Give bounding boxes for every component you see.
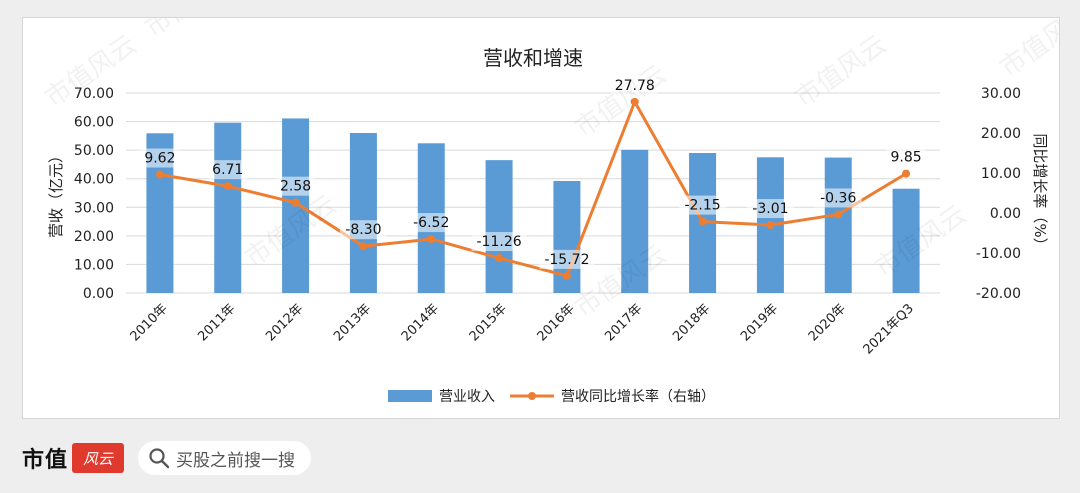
y-tick-label: 40.00 (74, 172, 114, 188)
x-tick-label: 2010年 (128, 301, 171, 344)
legend-swatch-marker (528, 392, 536, 400)
data-label-bg (276, 176, 315, 196)
x-tick-label: 2019年 (738, 301, 781, 344)
y-tick-label: 0.00 (83, 286, 114, 302)
y-tick-label: 20.00 (74, 229, 114, 245)
data-label: -3.01 (752, 201, 788, 217)
y-tick-label: 10.00 (74, 257, 114, 273)
line-point (427, 235, 436, 244)
bar (349, 133, 377, 293)
data-label: -6.52 (413, 215, 449, 231)
line-point (902, 169, 911, 178)
data-label: 27.78 (615, 78, 655, 94)
bar (214, 122, 242, 293)
data-label-bg (539, 249, 595, 269)
line-point (495, 254, 504, 263)
y2-axis-title: 同比增长率（%） (1031, 133, 1049, 252)
watermark: 市值风云 (995, 18, 1059, 84)
y-tick-label: 60.00 (74, 115, 114, 131)
data-label: 9.85 (890, 150, 921, 166)
y2-tick-label: 10.00 (981, 166, 1021, 182)
brand-logo: 风云 (72, 443, 125, 473)
data-label: -11.26 (477, 234, 522, 250)
data-label-bg (208, 160, 248, 180)
combo-chart: 营收和增速 0.00 10.00 20.00 30.00 40.00 50.00 60.00 7… (40, 18, 1059, 405)
watermark: 市值风云 (140, 18, 242, 44)
data-label: 6.71 (212, 162, 243, 178)
watermark: 市值风云 (870, 199, 972, 283)
data-label-bg (471, 232, 527, 252)
x-tick-label: 2012年 (263, 301, 306, 344)
legend-label: 营收同比增长率（右轴） (561, 388, 715, 405)
y2-tick-label: -10.00 (976, 246, 1021, 262)
x-tick-label: 2011年 (195, 301, 238, 344)
x-tick-label: 2018年 (670, 301, 713, 344)
data-label: -2.15 (684, 198, 720, 214)
brand-name: 市值 (22, 448, 69, 473)
search-icon (149, 448, 170, 469)
legend-label: 营业收入 (439, 389, 495, 405)
bar (621, 149, 649, 293)
line-point (291, 198, 300, 207)
y2-tick-label: 30.00 (981, 86, 1021, 102)
chart-title: 营收和增速 (483, 46, 583, 70)
data-label: -8.30 (345, 222, 381, 238)
line-point (766, 221, 775, 230)
watermark: 市值风云 (570, 59, 672, 143)
line-point (223, 182, 232, 191)
y2-tick-label: 20.00 (981, 126, 1021, 142)
y-tick-label: 70.00 (74, 86, 114, 102)
x-tick-label: 2014年 (399, 301, 442, 344)
y-axis-title: 营收（亿元） (47, 148, 65, 238)
data-label-bg (339, 220, 387, 240)
x-tick-label: 2016年 (535, 301, 578, 344)
y-tick-label: 50.00 (74, 143, 114, 159)
search-box[interactable]: 买股之前搜一搜 (138, 441, 312, 475)
legend-swatch-bar (388, 390, 432, 402)
data-label-bg (814, 188, 862, 208)
search-placeholder: 买股之前搜一搜 (176, 450, 296, 471)
bar (892, 188, 920, 293)
line-point (630, 97, 639, 106)
data-label: -15.72 (544, 252, 589, 268)
x-tick-label: 2015年 (467, 301, 510, 344)
line-point (562, 271, 571, 280)
data-label-bg (746, 199, 794, 219)
chart-card: 营收和增速 0.00 10.00 20.00 30.00 40.00 50.00 60.00 7… (22, 17, 1060, 419)
line-point (698, 217, 707, 226)
watermark: 市值风云 (790, 29, 892, 113)
data-label-bg (611, 75, 659, 95)
footer: 市值 风云 买股之前搜一搜 (22, 438, 312, 478)
line-point (834, 210, 843, 219)
data-label: 9.62 (144, 151, 175, 167)
x-tick-label: 2013年 (331, 301, 374, 344)
data-label: 2.58 (280, 179, 311, 195)
data-label-bg (679, 195, 727, 215)
line-point (359, 242, 368, 251)
data-label-bg (886, 147, 926, 167)
data-label-bg (407, 213, 455, 233)
growth-line (159, 100, 907, 278)
y2-tick-label: -20.00 (976, 286, 1021, 302)
bar (485, 160, 513, 293)
data-label: -0.36 (820, 190, 856, 206)
data-label-bg (140, 148, 180, 168)
y-tick-label: 30.00 (74, 200, 114, 216)
x-tick-label: 2020年 (806, 301, 849, 344)
line-point (155, 170, 164, 179)
bar (824, 157, 852, 293)
y2-tick-label: 0.00 (990, 206, 1021, 222)
x-tick-label: 2021年Q3 (861, 301, 917, 357)
